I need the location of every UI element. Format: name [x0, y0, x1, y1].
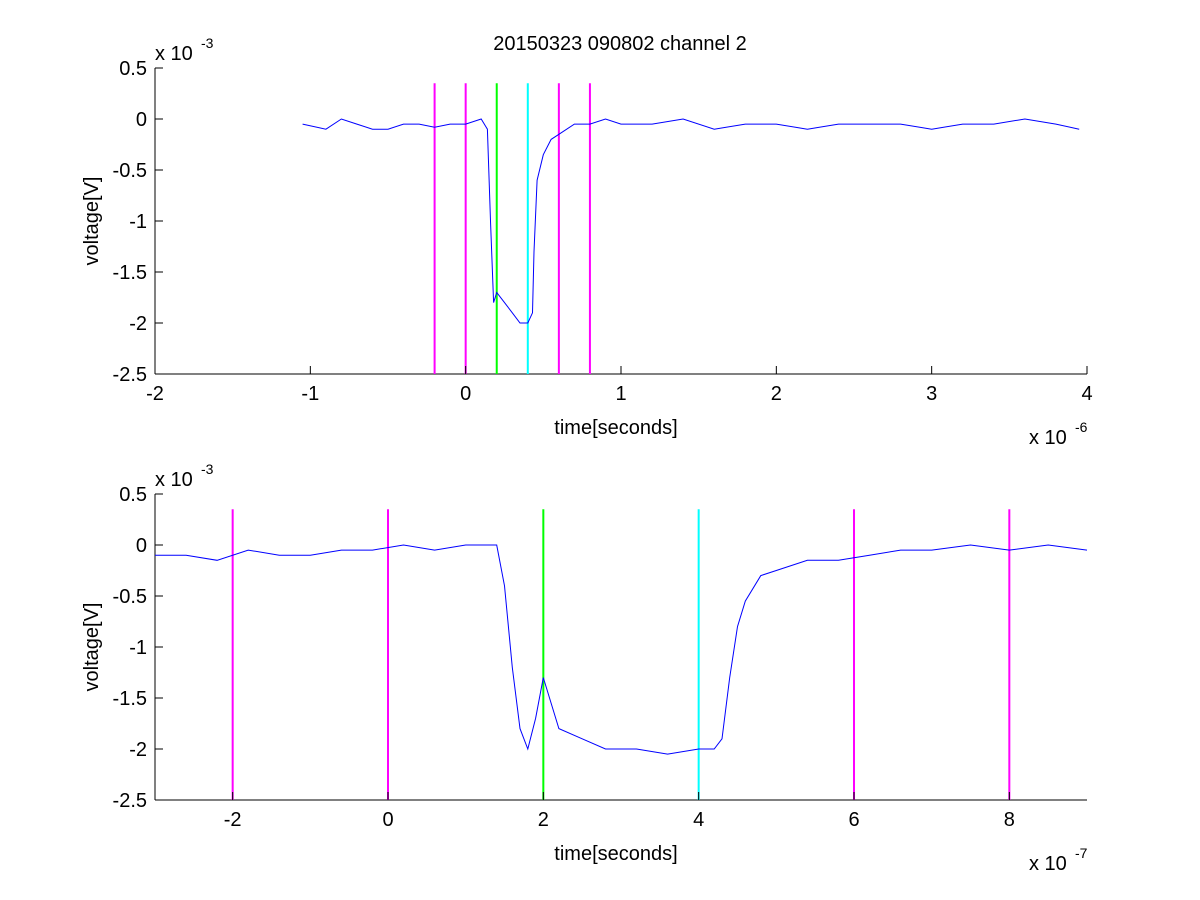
x-axis-label: time[seconds] — [554, 417, 677, 439]
y-tick-label: 0 — [136, 535, 147, 557]
bottom-plot: -2 0 2 4 6 8 0.5 0 -0.5 -1 -1.5 -2 -2.5 time[seconds]… — [81, 461, 1088, 875]
y-tick-label: -2 — [129, 313, 147, 335]
y-exponent-label: x 10 — [155, 43, 193, 65]
y-tick-label: 0.5 — [119, 58, 147, 80]
x-tick-label: 0 — [460, 383, 471, 405]
signal-line — [155, 544, 1088, 755]
x-exponent-power: -6 — [1075, 419, 1088, 435]
x-tick-label: 4 — [1081, 383, 1092, 405]
y-tick-label: -0.5 — [113, 160, 147, 182]
y-exponent-power: -3 — [201, 461, 214, 477]
x-exponent-power: -7 — [1075, 845, 1088, 861]
y-tick-label: -1 — [129, 637, 147, 659]
y-exponent-label: x 10 — [155, 469, 193, 491]
signal-line — [302, 118, 1080, 324]
figure-title: 20150323 090802 channel 2 — [493, 33, 747, 55]
y-tick-label: 0.5 — [119, 484, 147, 506]
x-tick-label: 1 — [615, 383, 626, 405]
y-tick-label: -0.5 — [113, 586, 147, 608]
x-tick-label: -2 — [146, 383, 164, 405]
x-tick-label: 3 — [926, 383, 937, 405]
x-tick-label: 6 — [848, 809, 859, 831]
x-tick-label: -2 — [224, 809, 242, 831]
x-tick-label: 8 — [1004, 809, 1015, 831]
y-tick-label: 0 — [136, 109, 147, 131]
y-tick-label: -2 — [129, 739, 147, 761]
top-plot: -2 -1 0 1 2 3 40.50-0.5-1-1.5-2-2.5time[second… — [81, 35, 1093, 449]
y-exponent-power: -3 — [201, 35, 214, 51]
y-tick-label: -1.5 — [113, 262, 147, 284]
y-tick-label: -1.5 — [113, 688, 147, 710]
y-tick-label: -1 — [129, 211, 147, 233]
x-tick-label: 2 — [771, 383, 782, 405]
y-tick-label: -2.5 — [113, 790, 147, 812]
y-axis-label: voltage[V] — [81, 603, 103, 692]
x-axis-label: time[seconds] — [554, 843, 677, 865]
y-axis-label: voltage[V] — [81, 177, 103, 266]
x-tick-label: 2 — [538, 809, 549, 831]
x-exponent-label: x 10 — [1029, 427, 1067, 449]
x-exponent-label: x 10 — [1029, 853, 1067, 875]
y-tick-label: -2.5 — [113, 364, 147, 386]
x-tick-label: 0 — [382, 809, 393, 831]
x-tick-label: 4 — [693, 809, 704, 831]
x-tick-label: -1 — [301, 383, 319, 405]
